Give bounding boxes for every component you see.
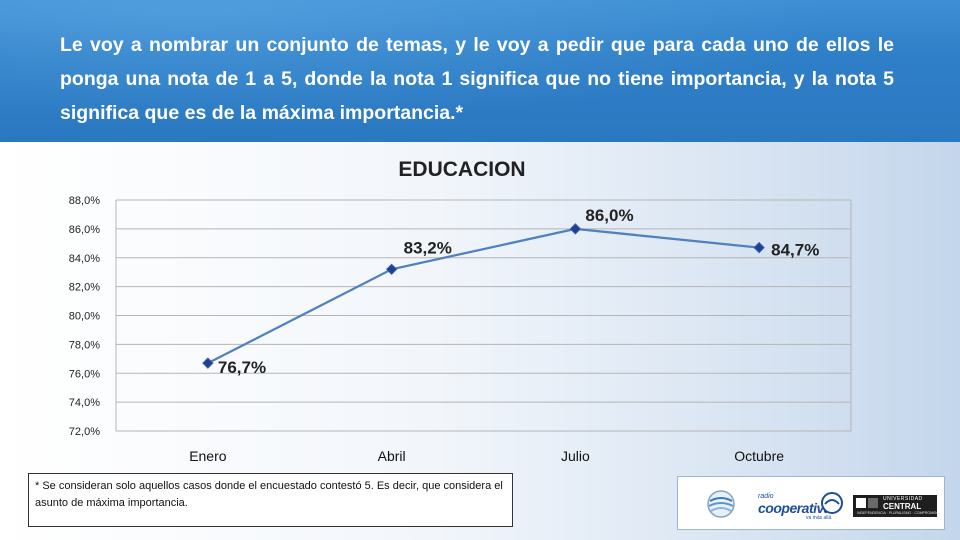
data-point-marker [569, 223, 582, 235]
chart-title: EDUCACION [398, 158, 525, 181]
data-label: 83,2% [404, 238, 452, 257]
x-tick-label: Julio [561, 448, 590, 464]
y-tick-label: 84,0% [69, 253, 100, 265]
survey-question: Le voy a nombrar un conjunto de temas, y… [60, 34, 894, 124]
universidad-central-logo: UNIVERSIDAD CENTRAL INDEPENDENCIA · PLUR… [853, 495, 940, 517]
central-square-icon [856, 498, 866, 508]
series-layer [202, 223, 765, 369]
data-point-marker [202, 357, 214, 369]
header-banner: Le voy a nombrar un conjunto de temas, y… [0, 0, 960, 142]
header-glow [0, 0, 960, 142]
cooperativa-tagline: va más allá [806, 515, 832, 521]
y-tick-label: 82,0% [69, 282, 100, 294]
sponsor-logos: radio cooperativa va más allá UNIVERSIDA… [677, 476, 945, 530]
cooperativa-name: cooperativa [758, 500, 832, 516]
x-axis-ticks: Enero Abril Julio Octubre [189, 448, 784, 464]
cooperativa-swirl-icon [821, 492, 843, 514]
data-label: 76,7% [218, 358, 266, 377]
globe-logo-icon [707, 490, 735, 518]
central-top-text: UNIVERSIDAD [883, 496, 923, 502]
central-tagline: INDEPENDENCIA · PLURALISMO · COMPROMISO [857, 511, 940, 515]
y-tick-label: 86,0% [69, 224, 100, 236]
data-point-marker [753, 241, 765, 254]
y-tick-label: 80,0% [69, 311, 100, 323]
central-square-icon [868, 498, 878, 508]
footnote: * Se consideran solo aquellos casos dond… [28, 473, 513, 527]
x-tick-label: Enero [189, 448, 227, 464]
data-point-marker [385, 263, 398, 276]
y-tick-label: 78,0% [69, 339, 100, 351]
gridlines [115, 199, 852, 432]
line-chart: EDUCACION 72,0% 74,0% 76,0% 78,0% 80,0% 82,0%… [69, 158, 852, 464]
y-tick-label: 88,0% [69, 195, 100, 207]
data-labels: 76,7% 83,2% 86,0% 84,7% [218, 206, 819, 377]
data-label: 86,0% [585, 206, 633, 225]
series-line [207, 227, 760, 365]
y-tick-label: 72,0% [69, 426, 100, 438]
x-tick-label: Abril [378, 448, 406, 464]
y-tick-label: 74,0% [69, 397, 100, 409]
central-name: CENTRAL [883, 502, 922, 511]
cooperativa-logo: radio cooperativa va más allá [758, 493, 832, 521]
x-tick-label: Octubre [734, 448, 784, 464]
data-label: 84,7% [771, 241, 819, 260]
y-tick-label: 76,0% [69, 368, 100, 380]
footnote-text: * Se consideran solo aquellos casos dond… [35, 480, 503, 509]
cooperativa-radio-text: radio [758, 493, 774, 500]
y-axis-ticks: 72,0% 74,0% 76,0% 78,0% 80,0% 82,0% 84,0% 86,0%… [69, 195, 100, 438]
